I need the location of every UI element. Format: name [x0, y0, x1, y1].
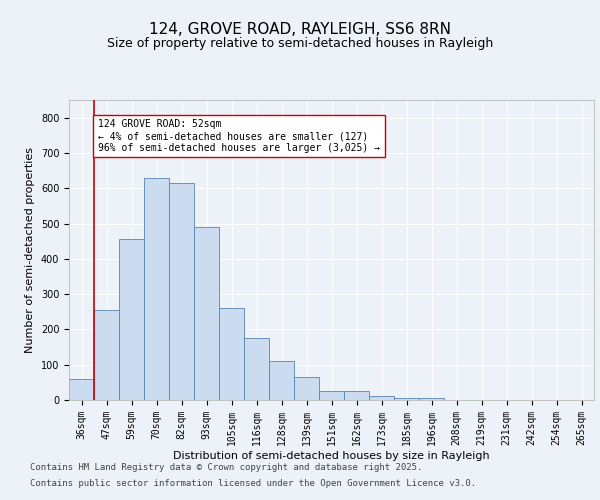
- Bar: [294, 377, 319, 400]
- Bar: [244, 338, 269, 400]
- Bar: [69, 379, 94, 400]
- Bar: [269, 361, 294, 400]
- Text: Contains HM Land Registry data © Crown copyright and database right 2025.: Contains HM Land Registry data © Crown c…: [30, 464, 422, 472]
- Bar: [219, 308, 244, 400]
- Y-axis label: Number of semi-detached properties: Number of semi-detached properties: [25, 147, 35, 353]
- Text: Contains public sector information licensed under the Open Government Licence v3: Contains public sector information licen…: [30, 478, 476, 488]
- Bar: [369, 396, 394, 400]
- Bar: [344, 391, 369, 400]
- Bar: [169, 183, 194, 400]
- Text: Size of property relative to semi-detached houses in Rayleigh: Size of property relative to semi-detach…: [107, 38, 493, 51]
- Text: 124, GROVE ROAD, RAYLEIGH, SS6 8RN: 124, GROVE ROAD, RAYLEIGH, SS6 8RN: [149, 22, 451, 38]
- Bar: [319, 391, 344, 400]
- Bar: [119, 240, 144, 400]
- Bar: [419, 398, 444, 400]
- Bar: [194, 227, 219, 400]
- Text: 124 GROVE ROAD: 52sqm
← 4% of semi-detached houses are smaller (127)
96% of semi: 124 GROVE ROAD: 52sqm ← 4% of semi-detac…: [98, 120, 380, 152]
- Bar: [144, 178, 169, 400]
- Bar: [394, 398, 419, 400]
- X-axis label: Distribution of semi-detached houses by size in Rayleigh: Distribution of semi-detached houses by …: [173, 450, 490, 460]
- Bar: [94, 310, 119, 400]
